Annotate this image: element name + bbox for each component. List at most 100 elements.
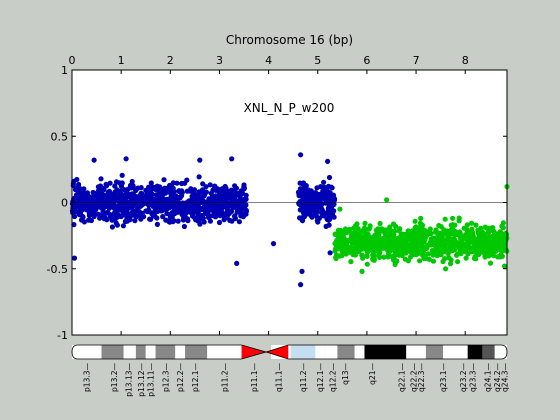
data-point [334,245,341,251]
data-point [392,252,398,258]
data-point [364,232,370,238]
data-point [442,216,448,222]
data-point [107,180,113,186]
data-point [355,243,361,249]
data-point [385,244,391,250]
data-point [154,205,160,211]
data-point [360,244,366,250]
data-point [149,201,156,207]
data-point [211,200,217,206]
centromere-p-arm [241,345,267,359]
data-point [154,221,160,227]
data-point [476,230,482,236]
data-point [107,211,113,217]
data-point [302,188,308,194]
data-point [222,183,228,190]
data-point [81,219,87,225]
data-point [434,253,440,259]
data-point [400,244,406,250]
data-point [112,205,118,211]
data-point [111,198,117,204]
data-point [98,191,104,197]
data-point [304,209,311,215]
data-point [384,227,390,233]
data-point [322,212,328,218]
data-point [191,190,197,196]
data-point [321,179,327,185]
data-point [348,259,354,265]
data-point [328,184,334,190]
x-tick-label: 8 [462,54,469,67]
band-label: q23.3— [469,363,478,392]
data-point [120,223,126,229]
data-point [456,215,462,221]
data-point [352,252,358,258]
data-point [243,207,249,213]
data-point [423,245,429,251]
ideogram-band [482,345,495,359]
data-point [216,219,223,226]
ideogram-band [443,345,468,359]
data-point [495,245,501,251]
data-point [450,215,456,221]
data-point [214,205,220,211]
data-point [122,218,128,225]
data-point [219,209,225,216]
band-label: q23.2— [459,363,468,392]
data-point [417,258,423,264]
band-label: p11.1— [250,363,259,392]
ideogram-band [315,345,326,359]
data-point [487,260,494,266]
data-point [167,211,173,218]
data-point [392,261,398,267]
data-point [208,190,214,196]
data-point [217,197,223,203]
data-point [339,253,345,259]
data-point [102,214,108,221]
data-point [134,213,140,219]
data-point [445,251,451,257]
data-point [181,223,187,230]
data-point [473,222,479,228]
data-point [193,217,199,223]
y-axis-ticks: -1 -0.5 0 0.5 1 [47,64,507,342]
ideogram-band [135,345,146,359]
data-point [184,177,190,183]
ideogram-band [123,345,136,359]
data-point [123,156,129,162]
data-point [333,231,339,237]
data-point [481,236,487,242]
ideogram-band [425,345,444,359]
data-point [95,211,101,217]
data-point [448,257,454,263]
data-point [333,240,339,246]
band-label: q22.2— [410,363,419,392]
data-point [112,183,118,189]
data-point [370,246,376,252]
data-point [153,186,159,193]
data-point [298,152,304,158]
band-label: q24.1— [483,363,492,392]
data-point [78,209,84,216]
data-point [464,222,470,228]
band-label: q24.3— [501,363,510,392]
data-point [367,240,373,246]
data-point [298,282,304,288]
data-point [166,218,172,224]
y-tick-label: 1 [61,64,68,77]
data-point [299,268,305,274]
data-point [420,233,426,239]
data-point [473,256,479,262]
band-label: q22.3— [417,363,426,392]
ideogram-band [290,345,316,359]
data-point [91,213,97,220]
x-tick-label: 6 [363,54,370,67]
data-point [487,225,493,231]
data-point [325,205,332,211]
data-point [337,206,343,212]
data-point [300,210,307,216]
data-point [240,212,246,218]
data-point [197,221,203,227]
data-point [405,228,411,234]
data-point [170,185,176,192]
